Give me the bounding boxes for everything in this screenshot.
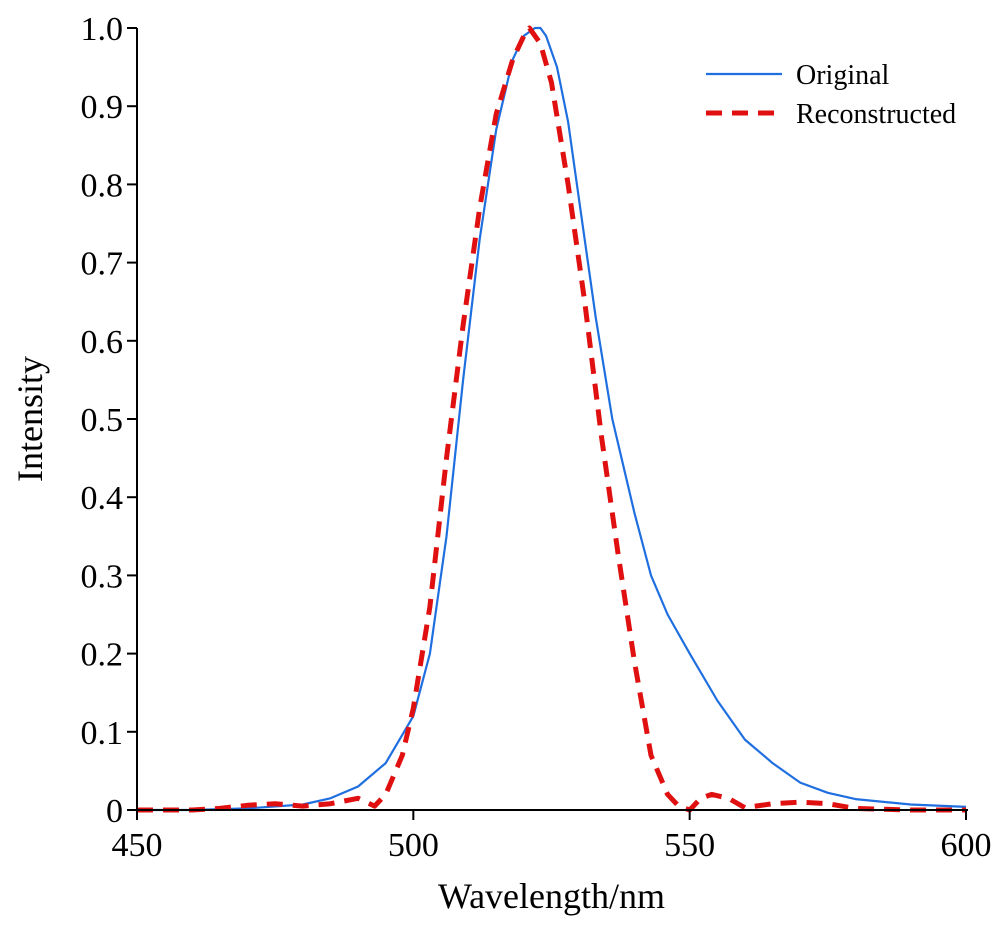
y-tick-label: 0.6 (81, 324, 124, 361)
y-tick-label: 0.1 (81, 715, 124, 752)
series-line-original (137, 26, 967, 812)
y-tick-label: 1.0 (81, 11, 124, 48)
legend-label-reconstructed: Reconstructed (796, 99, 956, 130)
y-tick-label: 0 (106, 793, 123, 830)
x-axis-title: Wavelength/nm (438, 876, 665, 916)
legend: Original Reconstructed (706, 60, 956, 130)
x-tick-label: 600 (941, 827, 992, 864)
legend-label-original: Original (796, 60, 890, 91)
y-tick-label: 0.8 (81, 167, 124, 204)
y-axis-title: Intensity (10, 356, 50, 482)
series-line-reconstructed (137, 25, 966, 813)
y-tick-label: 0.3 (81, 558, 124, 595)
y-tick-label: 0.9 (81, 89, 124, 126)
x-tick-label: 500 (388, 827, 439, 864)
y-tick-label: 0.5 (81, 402, 124, 439)
y-tick-label: 0.4 (81, 480, 124, 517)
y-tick-label: 0.2 (81, 637, 124, 674)
x-tick-label: 550 (664, 827, 715, 864)
y-tick-label: 0.7 (81, 246, 124, 283)
x-tick-label: 450 (112, 827, 163, 864)
